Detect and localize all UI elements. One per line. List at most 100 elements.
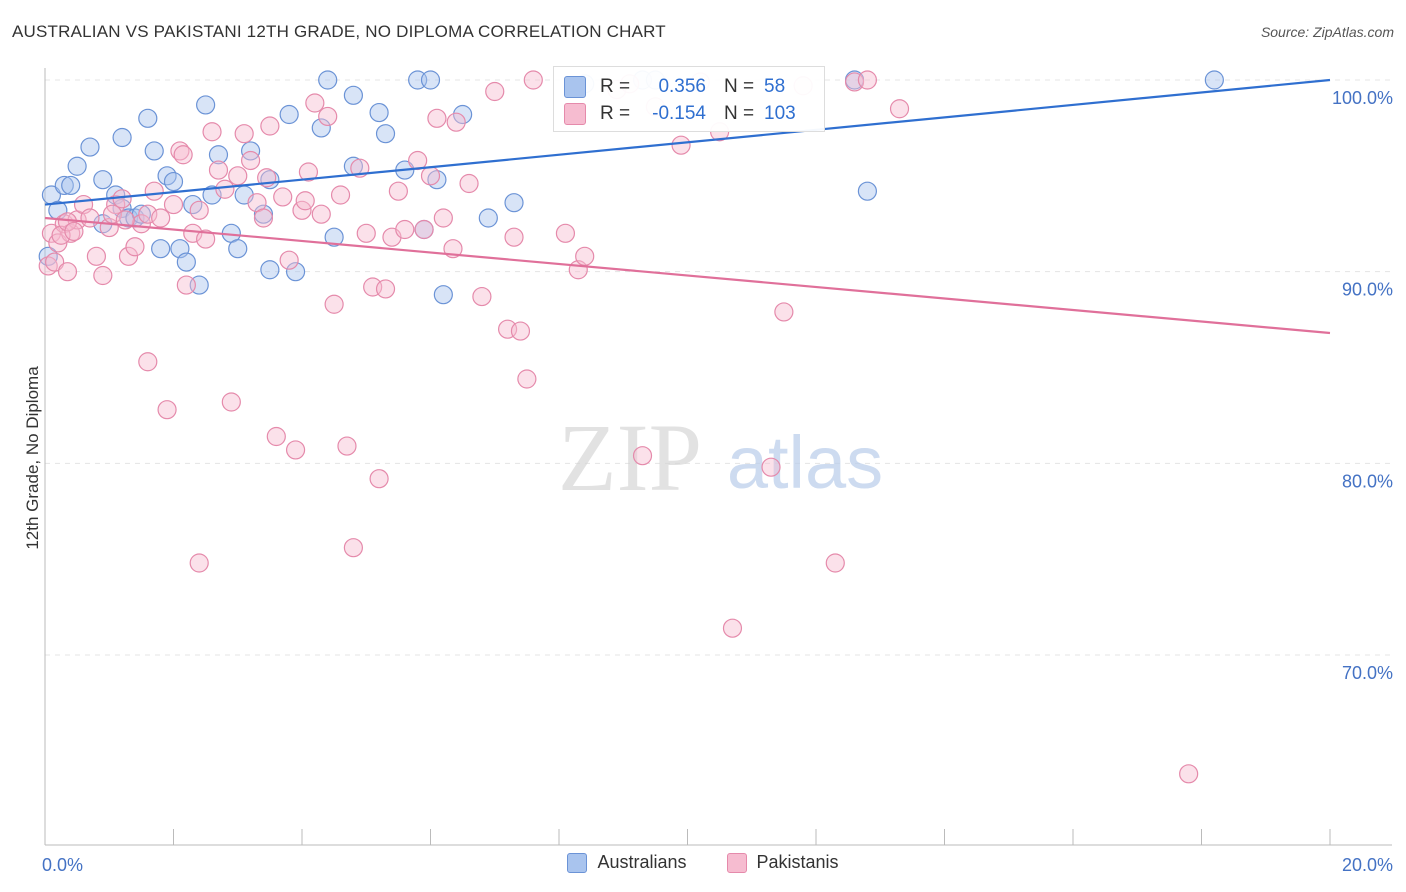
australians-point [144,141,164,161]
pakistanis-point [414,219,434,240]
australians-point [453,104,473,125]
pakistanis-point [163,194,184,215]
pakistanis-point [125,237,145,257]
pakistanis-point [575,246,595,266]
pakistanis-point [208,160,229,180]
australians-point [228,239,248,259]
pakistanis-point [774,302,794,322]
pakistanis-point [285,440,306,460]
australians-point [311,118,331,138]
australians-trend-line [44,78,1331,206]
australians-point [420,70,441,90]
pakistanis-point [202,122,222,142]
n-value: 58 [764,76,786,97]
r-value: -0.154 [652,103,706,124]
y-tick-label: 100.0% [1332,88,1393,108]
pakistanis-swatch [564,103,586,125]
pakistanis-point [446,112,466,132]
legend-label-pakistanis: Pakistanis [756,852,839,872]
australians-point [318,70,338,90]
pakistanis-point [305,93,325,113]
pakistanis-point [504,227,524,247]
r-label: R = [600,103,631,124]
pakistanis-point [118,246,139,266]
australians-point [67,156,87,176]
x-tick-label: 20.0% [1342,855,1393,875]
pakistanis-point [86,246,107,266]
pakistanis-point [279,250,299,270]
pakistanis-point [45,252,65,272]
legend-item-pakistanis[interactable]: Pakistanis [726,852,839,873]
pakistanis-point [433,208,453,228]
pakistanis-point [189,200,209,220]
pakistanis-point [555,223,576,243]
series-legend: Australians Pakistanis [0,852,1406,873]
pakistanis-point [189,553,209,573]
pakistanis-point [228,166,248,186]
r-label: R = [600,76,631,97]
pakistanis-point [138,352,158,372]
pakistanis-point [427,108,447,128]
pakistanis-point [196,229,216,249]
australians-point [369,102,389,123]
pakistanis-trend-line [44,216,1331,335]
pakistanis-point [215,179,235,199]
pakistanis-point [825,553,845,573]
watermark-atlas: atlas [727,421,883,504]
australians-point [196,95,216,115]
australians-swatch [564,76,586,98]
y-axis-label: 12th Grade, No Diploma [23,366,42,550]
pakistanis-point [388,181,408,201]
stats-legend: R = 0.356 N = 58 R = -0.154 N = 103 [553,66,825,132]
australians-point [163,171,184,192]
pakistanis-point [889,99,910,119]
pakistanis-point [260,116,280,136]
pakistanis-point [485,81,505,102]
australians-point [375,124,396,144]
pakistanis-point [93,265,113,286]
australians-point [138,108,158,128]
pakistanis-point [330,185,351,205]
australians-point [151,239,171,259]
axes [44,68,1392,846]
legend-item-australians[interactable]: Australians [567,852,687,873]
pakistanis-point [138,204,158,224]
australians-point [176,252,196,272]
pakistanis-point [157,400,177,420]
pakistanis-point [318,106,338,127]
pakistanis-point [722,618,743,638]
pakistanis-point [523,70,543,90]
pakistanis-point [80,208,100,228]
stats-row-australians: R = 0.356 N = 58 [564,74,785,100]
australians-point [80,137,100,157]
pakistanis-point [151,208,171,228]
pakistanis-point [266,426,286,447]
watermark-zip: ZIP [558,404,702,511]
pakistanis-point [131,214,151,234]
pakistanis-point [324,294,344,314]
pakistanis-point [510,321,531,341]
pakistanis-point [298,162,319,182]
r-value: 0.356 [658,76,706,97]
pakistanis-point [176,275,196,295]
australians-legend-swatch [567,852,588,873]
pakistanis-point [112,189,132,209]
australians-point [93,170,113,190]
australians-point [279,104,299,125]
pakistanis-point [375,279,396,299]
australians-point [61,175,81,196]
watermark: ZIP atlas [558,404,883,511]
pakistanis-point [420,166,441,186]
pakistanis-point [1179,764,1199,784]
pakistanis-point [144,181,164,201]
australians-point [324,227,344,247]
y-tick-label: 80.0% [1342,471,1393,491]
chart-title: AUSTRALIAN VS PAKISTANI 12TH GRADE, NO D… [12,22,666,41]
pakistanis-point [761,457,781,477]
chart-source: Source: ZipAtlas.com [1260,24,1394,40]
pakistanis-point [41,223,62,243]
pakistanis-point [273,187,293,207]
australians-point [433,285,453,305]
pakistanis-point [253,208,274,228]
pakistanis-point [311,204,331,224]
